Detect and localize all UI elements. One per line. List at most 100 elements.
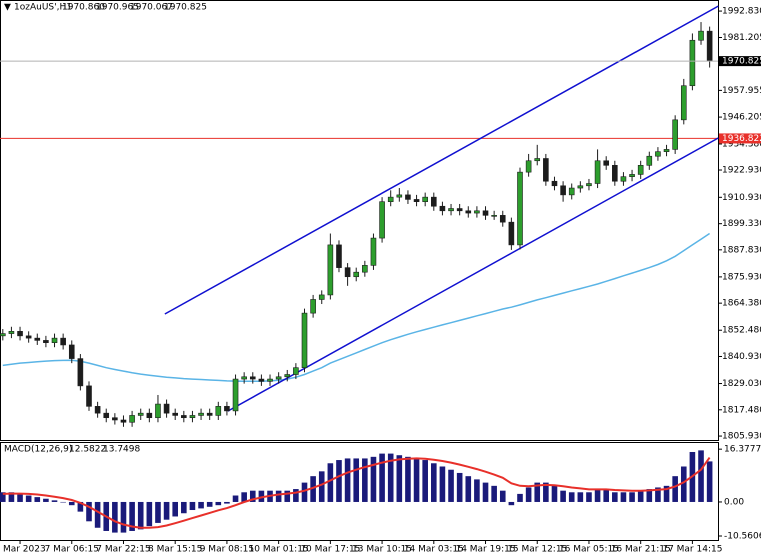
macd-bar [249,490,256,502]
x-tick-label: 7 Mar 22:15 [96,545,150,555]
candle-body [629,174,635,177]
candle-body [86,385,92,407]
macd-bar [327,463,334,502]
macd-bar [387,453,394,502]
macd-bar [68,501,75,506]
x-tick-label: 7 Mar 06:15 [45,545,99,555]
candle-body [224,406,230,412]
macd-bar [293,489,299,502]
x-tick-label: 10 Mar 01:15 [249,545,309,555]
candle-body [491,215,497,217]
candle-body [0,333,6,337]
header-close: 1970.825 [164,3,207,13]
macd-signal [2,457,711,529]
candle-body [94,406,101,414]
candle-body [336,244,342,268]
candle-body [301,312,308,368]
candle-body [499,215,506,223]
macd-bar [706,461,713,502]
macd-bar [232,495,239,502]
candle-body [8,331,15,334]
macd-bar [155,501,161,523]
macd-bar [439,466,446,502]
macd-bar [491,485,497,502]
macd-bar [284,490,291,502]
candle-body [672,119,678,150]
macd-name: MACD(12,26,9) [4,445,72,455]
candle-body [543,158,549,182]
candle-body [129,415,135,423]
symbol: 1ozAuUS',H1 [14,3,72,13]
y-tick-label: 1829.030 [722,379,761,389]
x-tick-label: 10 Mar 17:15 [300,545,360,555]
price-level-box [719,133,761,144]
collapse-arrow[interactable]: ▼ [4,3,11,13]
macd-bar [396,455,403,502]
y-tick-label: 1934.380 [722,139,761,149]
macd-bar [499,490,506,502]
macd-bar [8,492,15,502]
y-tick-label: 1946.205 [722,113,761,123]
candle-body [17,331,23,337]
macd-bar [86,501,92,522]
candle-body [146,412,153,419]
y-tick-label: 1840.930 [722,352,761,362]
macd-bar [560,490,566,502]
macd-bar [655,487,661,502]
macd-bar [568,492,575,502]
macd-bar [422,460,428,502]
candle-body [603,160,610,166]
macd-bar [517,493,523,502]
candle-body [689,39,696,87]
macd-bar [663,485,670,502]
candle-body [422,196,428,202]
macd-bar [413,458,420,502]
candle-body [568,187,575,196]
candle-body [284,374,291,378]
macd-bar [189,501,196,511]
candle-body [698,30,704,41]
macd-bar [206,501,213,507]
candle-body [508,221,515,246]
candle-body [413,199,420,202]
candle-body [344,267,351,278]
candle-body [112,417,118,421]
candle-body [534,158,541,162]
candle-body [456,208,463,212]
candle-body [189,415,196,419]
macd-bar [34,497,41,502]
y-tick-label: 1852.480 [722,326,761,336]
candle-body [275,376,282,380]
macd-bar [508,501,515,506]
candle-body [310,299,316,314]
macd-bar [577,492,584,502]
macd-y-tick-label: 16.3777 [724,445,761,455]
candle-body [663,149,670,152]
macd-bar [612,492,618,502]
header-open: 1970.860 [62,3,105,13]
x-tick-label: 16 Mar 05:15 [559,545,619,555]
macd-bar [77,501,84,512]
macd-bar [482,482,489,502]
candle-body [517,171,523,246]
macd-bar [344,458,351,502]
macd-bar [241,492,247,502]
macd-bar [17,493,23,502]
candle-body [387,196,394,202]
macd-bar [680,466,687,502]
macd-bar [318,471,325,502]
x-tick-label: 14 Mar 19:15 [455,545,515,555]
macd-bar [301,482,308,502]
y-tick-label: 1910.930 [722,193,761,203]
price-level-label: 1936.822 [722,134,761,144]
candle-body [439,205,446,212]
x-tick-label: 9 Mar 08:15 [200,545,254,555]
macd-bar [224,501,230,504]
candle-body [396,194,403,198]
candle-body [327,244,334,296]
y-tick-label: 1922.930 [722,166,761,176]
candle-body [430,196,437,207]
macd-bar [594,489,601,502]
macd-bar [629,492,635,502]
header-high: 1970.965 [96,3,139,13]
